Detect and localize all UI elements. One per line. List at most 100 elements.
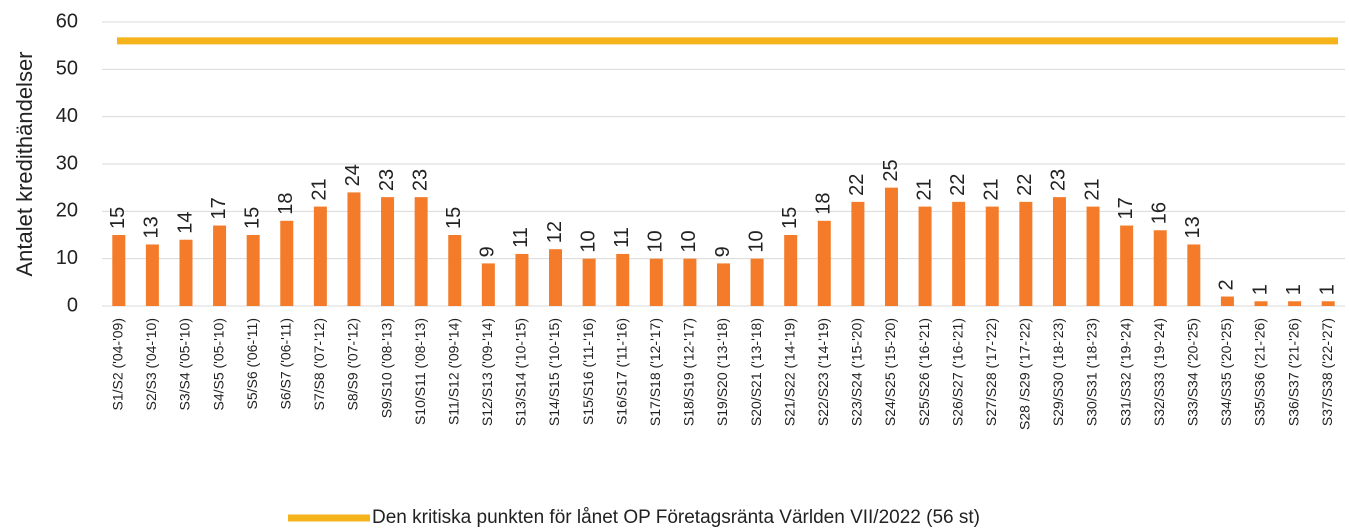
value-label: 24 [342, 164, 364, 186]
y-tick-label: 60 [56, 10, 78, 32]
value-label: 16 [1149, 202, 1171, 224]
value-label: 17 [208, 197, 230, 219]
value-label: 21 [913, 178, 935, 200]
value-label: 10 [678, 230, 700, 252]
x-tick-label: S27/S28 ('17-'22) [983, 318, 999, 426]
x-tick-label: S28 /S29 ('17-'22) [1017, 318, 1033, 430]
x-tick-label: S14/S15 ('10-'15) [546, 318, 562, 426]
bar [381, 197, 395, 306]
y-tick-label: 10 [56, 247, 78, 269]
x-tick-label: S36/S37 ('21-'26) [1285, 318, 1301, 426]
legend-label: Den kritiska punkten för lånet OP Företa… [372, 507, 980, 528]
bar [1086, 206, 1100, 306]
x-tick-label: S5/S6 ('06-'11) [244, 318, 260, 409]
value-label: 17 [1115, 197, 1137, 219]
y-tick-label: 30 [56, 152, 78, 174]
bar [717, 263, 730, 306]
value-label: 23 [1048, 169, 1070, 191]
bar [347, 192, 361, 306]
value-label: 9 [712, 246, 734, 257]
x-tick-label: S31/S32 ('19-'24) [1117, 318, 1133, 426]
bar [414, 197, 428, 306]
bar [179, 239, 193, 306]
y-tick-label: 0 [67, 294, 78, 316]
x-tick-label: S4/S5 ('05-'10) [210, 318, 226, 411]
x-tick-label: S34/S35 ('20-'25) [1218, 318, 1234, 426]
value-label: 22 [947, 174, 969, 196]
x-tick-label: S3/S4 ('05-'10) [177, 318, 193, 411]
x-tick-label: S32/S33 ('19-'24) [1151, 318, 1167, 426]
x-tick-label: S17/S18 ('12-'17) [647, 318, 663, 426]
x-tick-label: S20/S21 ('13-'18) [748, 318, 764, 426]
bar [1019, 201, 1033, 306]
value-label: 18 [275, 193, 297, 215]
value-label: 23 [409, 169, 431, 191]
value-label: 15 [779, 207, 801, 229]
x-tick-label: S23/S24 ('15-'20) [849, 318, 865, 426]
bar [112, 235, 126, 306]
value-label: 25 [880, 159, 902, 181]
value-label: 13 [1182, 216, 1204, 238]
y-tick-label: 20 [56, 200, 78, 222]
bar [1153, 230, 1167, 306]
bar [549, 249, 563, 306]
value-label: 12 [544, 221, 566, 243]
bar [1220, 296, 1234, 306]
value-label: 11 [611, 227, 633, 248]
bar [784, 235, 798, 306]
bar [851, 201, 865, 306]
bar [313, 206, 327, 306]
value-label: 1 [1316, 284, 1338, 295]
x-tick-label: S16/S17 ('11-'16) [613, 318, 629, 425]
x-tick-label: S13/S14 ('10-'15) [513, 318, 529, 426]
x-tick-label: S2/S3 ('04-'10) [143, 318, 159, 411]
bar [515, 253, 529, 306]
y-axis-title: Antalet kredithändelser [12, 51, 37, 276]
value-label: 1 [1283, 284, 1305, 295]
bar [1187, 244, 1201, 306]
value-label: 22 [846, 174, 868, 196]
bar [884, 187, 898, 306]
value-label: 14 [174, 211, 196, 233]
y-tick-label: 50 [56, 58, 78, 80]
x-tick-label: S9/S10 ('08-'13) [378, 318, 394, 418]
x-tick-label: S11/S12 ('09-'14) [445, 318, 461, 425]
bar [582, 258, 596, 306]
x-tick-label: S25/S26 ('16-'21) [916, 318, 932, 426]
value-label: 10 [577, 230, 599, 252]
bar [1321, 301, 1335, 306]
bar [649, 258, 663, 306]
bar [683, 258, 697, 306]
value-label: 10 [745, 230, 767, 252]
x-tick-label: S10/S11 ('08-'13) [412, 318, 428, 425]
x-tick-label: S15/S16 ('11-'16) [580, 318, 596, 425]
bar [145, 244, 159, 306]
value-label: 15 [443, 207, 465, 229]
bar [952, 201, 966, 306]
x-tick-label: S24/S25 ('15-'20) [882, 318, 898, 426]
x-tick-label: S18/S19 ('12-'17) [681, 318, 697, 426]
x-tick-label: S19/S20 ('13-'18) [714, 318, 730, 426]
bar [918, 206, 932, 306]
bar [481, 263, 495, 306]
value-label: 2 [1216, 279, 1238, 290]
x-tick-label: S21/S22 ('14-'19) [781, 318, 797, 426]
x-tick-label: S30/S31 ('18-'23) [1084, 318, 1100, 426]
bar [616, 253, 630, 306]
bar [280, 220, 294, 306]
bar [1120, 225, 1134, 306]
x-tick-label: S1/S2 ('04-'09) [110, 318, 126, 411]
x-tick-label: S12/S13 ('09-'14) [479, 318, 495, 426]
value-label: 9 [477, 246, 499, 257]
value-label: 21 [1081, 178, 1103, 200]
x-tick-label: S7/S8 ('07-'12) [311, 318, 327, 411]
bar [246, 235, 260, 306]
bar [1254, 301, 1268, 306]
x-tick-label: S26/S27 ('16-'21) [949, 318, 965, 426]
x-tick-label: S37/S38 ('22-'27) [1319, 318, 1335, 426]
value-label: 15 [107, 207, 129, 229]
bar [985, 206, 999, 306]
value-label: 22 [1014, 174, 1036, 196]
value-label: 10 [645, 230, 667, 252]
